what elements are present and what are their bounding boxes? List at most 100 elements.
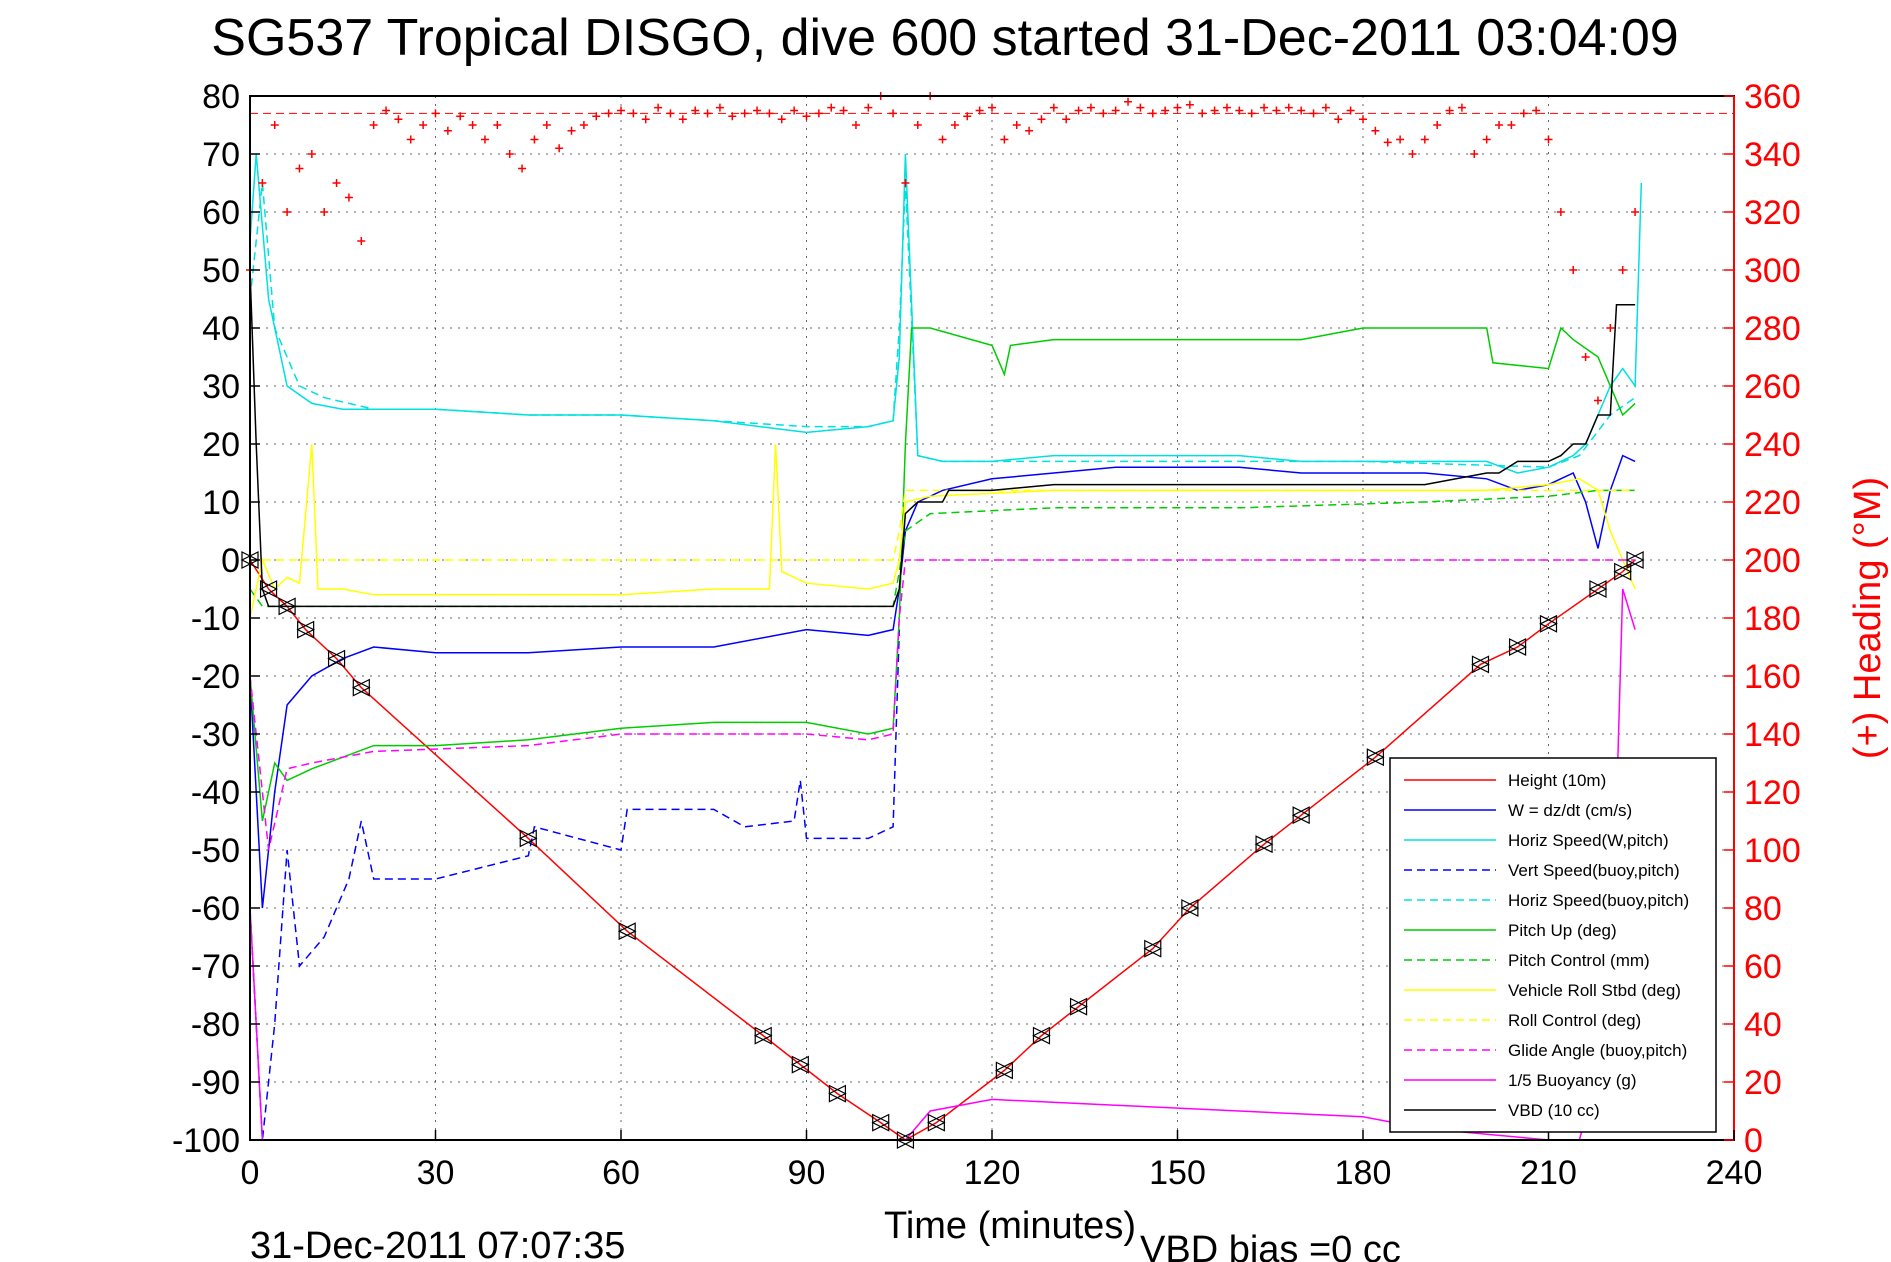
legend-box bbox=[1389, 757, 1717, 1133]
heading-point bbox=[827, 103, 836, 112]
y-tick-label: 80 bbox=[202, 78, 240, 116]
legend-label: Height (10m) bbox=[1508, 771, 1606, 790]
legend-label: VBD (10 cc) bbox=[1508, 1101, 1600, 1120]
y-tick-label: -100 bbox=[172, 1122, 240, 1160]
y-tick-label: -20 bbox=[191, 658, 240, 696]
heading-point bbox=[963, 112, 972, 121]
y-right-tick-label: 300 bbox=[1744, 252, 1801, 290]
heading-point bbox=[678, 115, 687, 124]
x-tick-label: 30 bbox=[417, 1154, 455, 1192]
triangle-marker-left bbox=[871, 1113, 890, 1132]
heading-point bbox=[1495, 121, 1504, 129]
y-tick-label: -50 bbox=[191, 832, 240, 870]
x-tick-label: 180 bbox=[1335, 1154, 1392, 1192]
heading-point bbox=[691, 106, 700, 115]
heading-point bbox=[555, 144, 564, 153]
heading-point bbox=[320, 208, 329, 216]
heading-point bbox=[790, 106, 799, 115]
triangle-marker-left bbox=[259, 580, 278, 598]
heading-point bbox=[567, 126, 576, 135]
series-line bbox=[249, 489, 1636, 608]
heading-point bbox=[1297, 106, 1306, 115]
y-right-tick-label: 0 bbox=[1744, 1122, 1763, 1160]
heading-point bbox=[1618, 266, 1627, 274]
heading-point bbox=[1371, 126, 1380, 135]
y-tick-label: -40 bbox=[191, 774, 240, 812]
heading-point bbox=[579, 121, 588, 129]
legend-label: W = dz/dt (cm/s) bbox=[1508, 801, 1632, 820]
heading-point bbox=[1136, 103, 1145, 112]
heading-point bbox=[480, 135, 489, 144]
x-tick-label: 210 bbox=[1520, 1154, 1577, 1192]
heading-point bbox=[629, 109, 638, 118]
heading-point bbox=[1037, 115, 1046, 124]
heading-point bbox=[654, 103, 663, 112]
y-right-tick-label: 100 bbox=[1744, 832, 1801, 870]
heading-point bbox=[715, 103, 724, 112]
heading-point bbox=[604, 109, 613, 118]
footer-timestamp: 31-Dec-2011 07:07:35 bbox=[250, 1225, 625, 1262]
heading-point bbox=[1606, 324, 1615, 332]
triangle-marker-left bbox=[995, 1061, 1013, 1080]
heading-point bbox=[382, 106, 391, 115]
legend-label: Pitch Up (deg) bbox=[1508, 921, 1617, 940]
triangle-marker-left bbox=[1613, 562, 1632, 581]
heading-point bbox=[802, 112, 811, 121]
heading-point bbox=[1235, 106, 1244, 115]
y-tick-label: -80 bbox=[191, 1006, 240, 1044]
heading-point bbox=[988, 103, 996, 112]
y-tick-label: -60 bbox=[191, 890, 240, 928]
heading-point bbox=[1284, 103, 1293, 112]
heading-point bbox=[1000, 135, 1009, 144]
legend: Height (10m) W = dz/dt (cm/s) Horiz Speed(… bbox=[1389, 757, 1717, 1133]
y-right-tick-label: 180 bbox=[1744, 600, 1801, 638]
heading-point bbox=[443, 126, 452, 135]
heading-point bbox=[1309, 109, 1318, 118]
heading-point bbox=[1433, 121, 1442, 129]
heading-point bbox=[1507, 121, 1516, 129]
heading-point bbox=[1334, 115, 1343, 124]
y-right-tick-label: 320 bbox=[1744, 194, 1801, 232]
heading-point bbox=[814, 109, 823, 118]
heading-point bbox=[1074, 106, 1083, 115]
y-right-tick-label: 120 bbox=[1744, 774, 1801, 812]
heading-point bbox=[1457, 103, 1466, 112]
heading-point bbox=[518, 164, 527, 173]
chart-title: SG537 Tropical DISGO, dive 600 started 3… bbox=[211, 9, 1678, 67]
heading-point bbox=[258, 179, 267, 187]
legend-label: Vert Speed(buoy,pitch) bbox=[1508, 861, 1680, 880]
heading-point bbox=[1359, 115, 1367, 124]
heading-point bbox=[617, 106, 625, 115]
y-tick-label: 60 bbox=[202, 194, 240, 232]
y-right-tick-label: 40 bbox=[1744, 1006, 1782, 1044]
x-tick-label: 150 bbox=[1149, 1154, 1206, 1192]
heading-point bbox=[1185, 100, 1194, 109]
heading-point bbox=[1161, 106, 1170, 115]
series-line bbox=[249, 629, 901, 1141]
y-tick-label: 70 bbox=[202, 136, 240, 174]
heading-point bbox=[1519, 109, 1528, 118]
right-axis: 3603403203002802602402202001801601401201… bbox=[1724, 78, 1801, 1160]
heading-point bbox=[431, 109, 440, 118]
triangle-marker-left bbox=[327, 649, 346, 668]
y-right-tick-label: 60 bbox=[1744, 948, 1782, 986]
series-line bbox=[249, 454, 1636, 909]
y-right-tick-label: 80 bbox=[1744, 890, 1782, 928]
heading-point bbox=[1111, 106, 1120, 115]
triangle-marker-left bbox=[1291, 806, 1310, 825]
heading-point bbox=[1124, 97, 1133, 106]
heading-point bbox=[666, 109, 675, 118]
heading-point bbox=[1272, 106, 1281, 115]
heading-point bbox=[1408, 150, 1417, 158]
y-right-tick-label: 200 bbox=[1744, 542, 1801, 580]
y-tick-label: -10 bbox=[191, 600, 240, 638]
heading-point bbox=[394, 115, 403, 124]
y-right-tick-label: 360 bbox=[1744, 78, 1801, 116]
y-tick-label: 0 bbox=[221, 542, 240, 580]
x-tick-label: 240 bbox=[1706, 1154, 1763, 1192]
heading-point bbox=[1247, 109, 1256, 118]
y-tick-label: 40 bbox=[202, 310, 240, 348]
heading-point bbox=[1593, 396, 1602, 405]
series-line bbox=[249, 443, 1636, 619]
